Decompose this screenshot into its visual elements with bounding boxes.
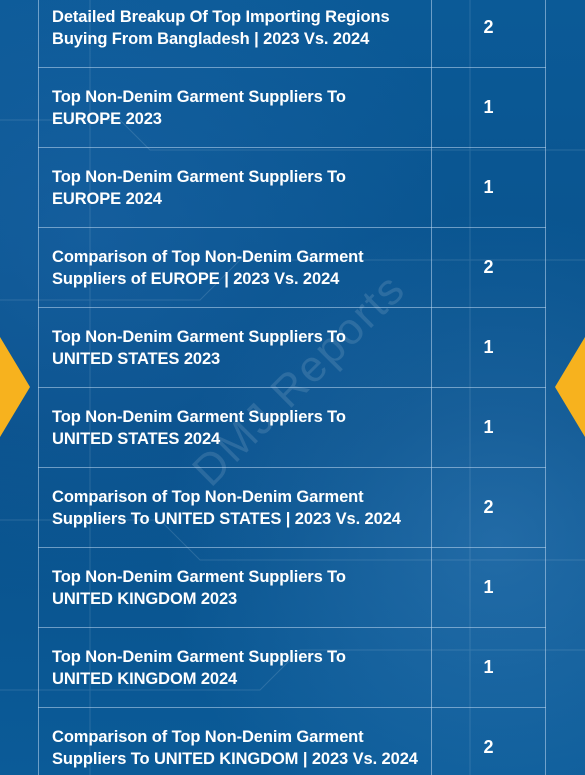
row-count: 1 (431, 67, 546, 148)
contents-table: Detailed Breakup Of Top Importing Region… (38, 0, 546, 775)
row-title-cell: Top Non-Denim Garment Suppliers To EUROP… (38, 147, 432, 228)
table-row: Comparison of Top Non-Denim Garment Supp… (38, 707, 546, 775)
row-title-cell: Top Non-Denim Garment Suppliers To UNITE… (38, 547, 432, 628)
row-count: 2 (431, 0, 546, 68)
row-count: 2 (431, 707, 546, 775)
table-row: Top Non-Denim Garment Suppliers To EUROP… (38, 147, 546, 228)
row-count: 1 (431, 307, 546, 388)
row-title: Comparison of Top Non-Denim Garment Supp… (52, 247, 364, 288)
row-title: Top Non-Denim Garment Suppliers To UNITE… (52, 567, 346, 608)
row-title-cell: Comparison of Top Non-Denim Garment Supp… (38, 707, 432, 775)
row-title: Top Non-Denim Garment Suppliers To UNITE… (52, 407, 346, 448)
row-title: Top Non-Denim Garment Suppliers To EUROP… (52, 167, 346, 208)
row-title: Top Non-Denim Garment Suppliers To EUROP… (52, 87, 346, 128)
row-title-cell: Top Non-Denim Garment Suppliers To UNITE… (38, 387, 432, 468)
row-title-cell: Detailed Breakup Of Top Importing Region… (38, 0, 432, 68)
table-row: Top Non-Denim Garment Suppliers To UNITE… (38, 627, 546, 708)
table-row: Top Non-Denim Garment Suppliers To UNITE… (38, 547, 546, 628)
row-title: Top Non-Denim Garment Suppliers To UNITE… (52, 327, 346, 368)
table-row: Comparison of Top Non-Denim Garment Supp… (38, 467, 546, 548)
table-row: Top Non-Denim Garment Suppliers To UNITE… (38, 307, 546, 388)
row-title-cell: Comparison of Top Non-Denim Garment Supp… (38, 467, 432, 548)
row-title-cell: Top Non-Denim Garment Suppliers To UNITE… (38, 307, 432, 388)
row-count: 1 (431, 627, 546, 708)
row-title-cell: Comparison of Top Non-Denim Garment Supp… (38, 227, 432, 308)
table-row: Detailed Breakup Of Top Importing Region… (38, 0, 546, 68)
row-title: Comparison of Top Non-Denim Garment Supp… (52, 727, 418, 768)
table-row: Comparison of Top Non-Denim Garment Supp… (38, 227, 546, 308)
table-row: Top Non-Denim Garment Suppliers To UNITE… (38, 387, 546, 468)
row-count: 2 (431, 227, 546, 308)
previous-arrow[interactable] (0, 337, 30, 437)
table-row: Top Non-Denim Garment Suppliers To EUROP… (38, 67, 546, 148)
row-title: Detailed Breakup Of Top Importing Region… (52, 7, 390, 48)
row-count: 1 (431, 547, 546, 628)
row-title-cell: Top Non-Denim Garment Suppliers To UNITE… (38, 627, 432, 708)
row-count: 1 (431, 387, 546, 468)
row-title-cell: Top Non-Denim Garment Suppliers To EUROP… (38, 67, 432, 148)
next-arrow[interactable] (555, 337, 585, 437)
row-count: 1 (431, 147, 546, 228)
row-title: Comparison of Top Non-Denim Garment Supp… (52, 487, 401, 528)
row-count: 2 (431, 467, 546, 548)
row-title: Top Non-Denim Garment Suppliers To UNITE… (52, 647, 346, 688)
